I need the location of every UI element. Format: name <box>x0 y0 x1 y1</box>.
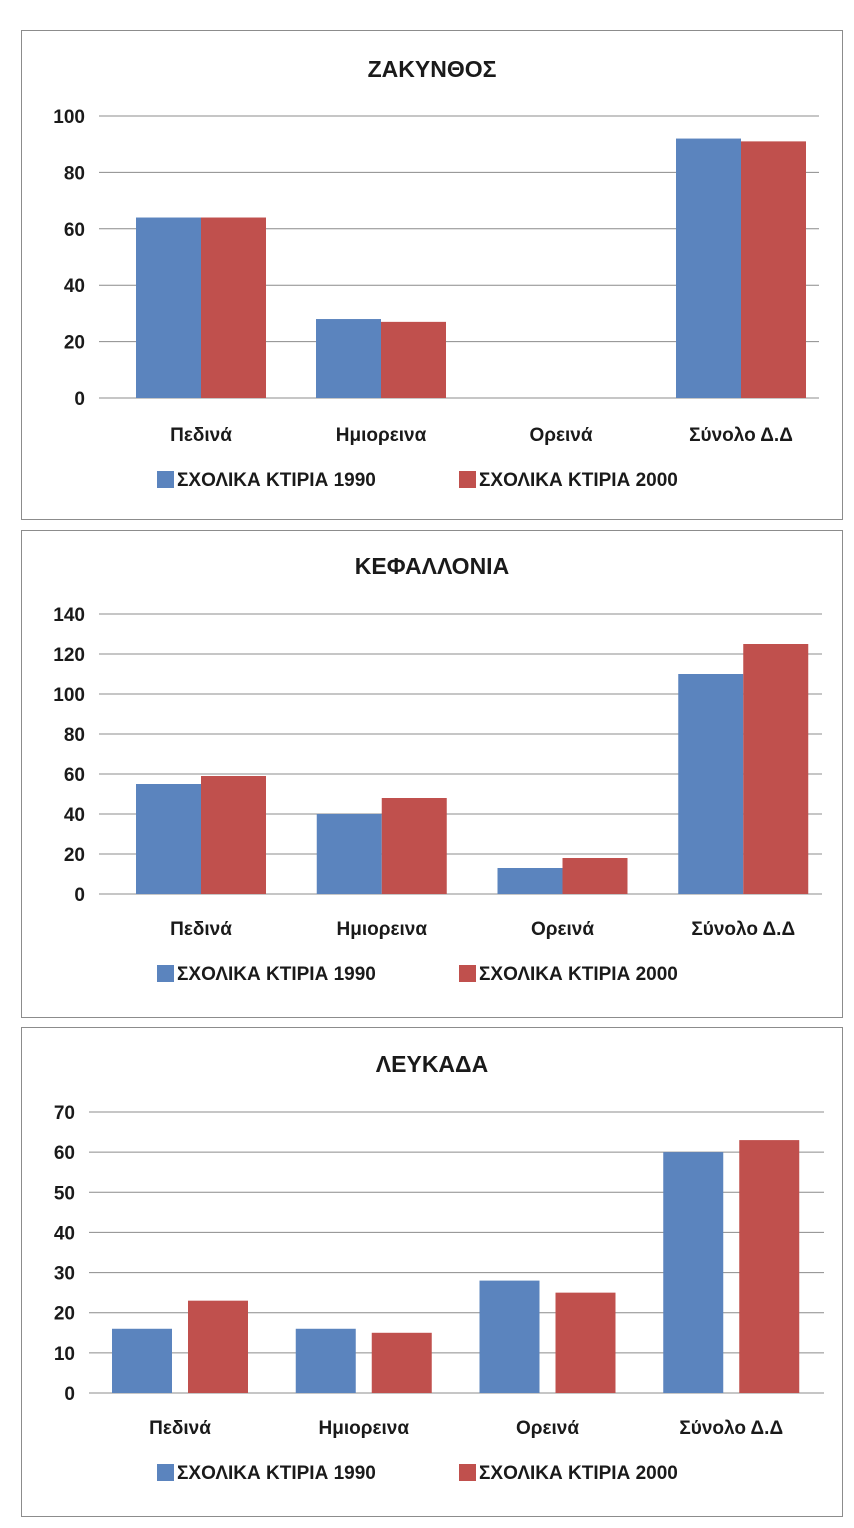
bar-1990-1 <box>136 217 201 398</box>
y-tick-label: 100 <box>53 685 85 706</box>
bar-1990-1 <box>136 784 201 894</box>
bar-1990-3 <box>479 1280 540 1393</box>
chart-title: ΚΕΦΑΛΛΟΝΙΑ <box>355 553 509 579</box>
x-category-label: Ορεινά <box>516 1418 579 1439</box>
bar-2000-3 <box>555 1292 616 1393</box>
y-tick-label: 30 <box>54 1264 75 1285</box>
chart-title: ΛΕΥΚΑΔΑ <box>376 1051 488 1077</box>
bar-1990-2 <box>316 319 381 398</box>
y-tick-label: 20 <box>64 845 85 866</box>
y-tick-label: 0 <box>64 1384 75 1405</box>
bar-1990-1 <box>112 1328 172 1393</box>
chart-panel-lefkada: ΛΕΥΚΑΔΑ 0 10 20 30 40 50 60 70 Πεδινά Ημιορεινα Ορε… <box>21 1027 843 1517</box>
y-tick-label: 40 <box>64 805 85 826</box>
legend-swatch <box>459 471 476 488</box>
legend-swatch <box>157 965 174 982</box>
legend-swatch <box>157 1464 174 1481</box>
bar-1990-2 <box>316 814 382 894</box>
bar-1990-4 <box>663 1152 724 1393</box>
y-tick-label: 0 <box>74 389 85 410</box>
legend-swatch <box>459 965 476 982</box>
bar-2000-2 <box>371 1332 432 1393</box>
legend-label: ΣΧΟΛΙΚΑ ΚΤΙΡΙΑ 2000 <box>479 470 678 491</box>
x-category-label: Πεδινά <box>170 425 232 446</box>
y-tick-label: 80 <box>64 163 85 184</box>
bar-2000-2 <box>381 321 446 398</box>
y-tick-label: 40 <box>54 1223 75 1244</box>
x-category-label: Ημιορεινα <box>336 919 427 940</box>
bar-chart-zakynthos: ΖΑΚΥΝΘΟΣ 0 20 40 60 80 100 Πεδινά Ημιορεινα Ορειν… <box>53 56 819 491</box>
y-tick-label: 40 <box>64 276 85 297</box>
x-category-label: Σύνολο Δ.Δ <box>691 919 795 940</box>
chart-title: ΖΑΚΥΝΘΟΣ <box>368 56 497 82</box>
x-category-label: Ορεινά <box>531 919 594 940</box>
bar-2000-4 <box>743 644 809 894</box>
y-tick-label: 140 <box>53 605 85 626</box>
y-tick-label: 0 <box>74 885 85 906</box>
bar-1990-3 <box>497 868 563 894</box>
y-tick-label: 20 <box>54 1304 75 1325</box>
y-tick-label: 120 <box>53 645 85 666</box>
y-tick-label: 70 <box>54 1103 75 1124</box>
y-tick-label: 60 <box>64 220 85 241</box>
y-tick-label: 50 <box>54 1183 75 1204</box>
x-category-label: Πεδινά <box>149 1418 211 1439</box>
y-tick-label: 60 <box>64 765 85 786</box>
bar-1990-4 <box>676 138 741 398</box>
bar-2000-1 <box>201 217 266 398</box>
x-category-label: Ημιορεινα <box>318 1418 409 1439</box>
bar-chart-lefkada: ΛΕΥΚΑΔΑ 0 10 20 30 40 50 60 70 Πεδινά Ημιορεινα Ορε… <box>54 1051 824 1484</box>
x-category-label: Ημιορεινα <box>336 425 427 446</box>
bar-2000-1 <box>188 1300 248 1393</box>
legend-swatch <box>157 471 174 488</box>
legend-label: ΣΧΟΛΙΚΑ ΚΤΙΡΙΑ 1990 <box>177 1463 376 1484</box>
bar-2000-4 <box>741 141 806 398</box>
bar-2000-4 <box>739 1140 800 1393</box>
legend-label: ΣΧΟΛΙΚΑ ΚΤΙΡΙΑ 1990 <box>177 470 376 491</box>
y-tick-label: 20 <box>64 333 85 354</box>
y-tick-label: 80 <box>64 725 85 746</box>
bar-1990-4 <box>678 674 744 894</box>
legend-swatch <box>459 1464 476 1481</box>
bar-chart-kefallonia: ΚΕΦΑΛΛΟΝΙΑ 0 20 40 60 80 100 120 140 Πεδινά Ημιορε… <box>53 553 822 985</box>
y-tick-label: 10 <box>54 1344 75 1365</box>
x-category-label: Πεδινά <box>170 919 232 940</box>
bar-1990-2 <box>295 1328 356 1393</box>
legend-label: ΣΧΟΛΙΚΑ ΚΤΙΡΙΑ 1990 <box>177 964 376 985</box>
y-tick-label: 100 <box>53 107 85 128</box>
x-category-label: Σύνολο Δ.Δ <box>689 425 793 446</box>
bar-2000-2 <box>381 798 447 894</box>
x-category-label: Σύνολο Δ.Δ <box>679 1418 783 1439</box>
chart-panel-zakynthos: ΖΑΚΥΝΘΟΣ 0 20 40 60 80 100 Πεδινά Ημιορεινα Ορειν… <box>21 30 843 520</box>
x-category-label: Ορεινά <box>529 425 592 446</box>
bar-2000-3 <box>562 858 628 894</box>
chart-panel-kefallonia: ΚΕΦΑΛΛΟΝΙΑ 0 20 40 60 80 100 120 140 Πεδινά Ημιορε… <box>21 530 843 1018</box>
bar-2000-1 <box>201 776 266 894</box>
y-tick-label: 60 <box>54 1143 75 1164</box>
legend-label: ΣΧΟΛΙΚΑ ΚΤΙΡΙΑ 2000 <box>479 1463 678 1484</box>
legend-label: ΣΧΟΛΙΚΑ ΚΤΙΡΙΑ 2000 <box>479 964 678 985</box>
